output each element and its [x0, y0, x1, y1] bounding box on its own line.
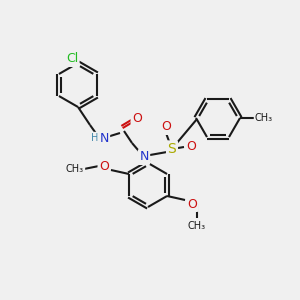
- Text: S: S: [168, 142, 176, 156]
- Text: Cl: Cl: [66, 52, 78, 65]
- Text: CH₃: CH₃: [66, 164, 84, 174]
- Text: N: N: [99, 133, 109, 146]
- Text: O: O: [132, 112, 142, 125]
- Text: O: O: [161, 121, 171, 134]
- Text: CH₃: CH₃: [255, 113, 273, 123]
- Text: N: N: [139, 151, 149, 164]
- Text: O: O: [187, 197, 197, 211]
- Text: CH₃: CH₃: [188, 221, 206, 231]
- Text: O: O: [186, 140, 196, 154]
- Text: H: H: [91, 133, 99, 143]
- Text: O: O: [99, 160, 109, 172]
